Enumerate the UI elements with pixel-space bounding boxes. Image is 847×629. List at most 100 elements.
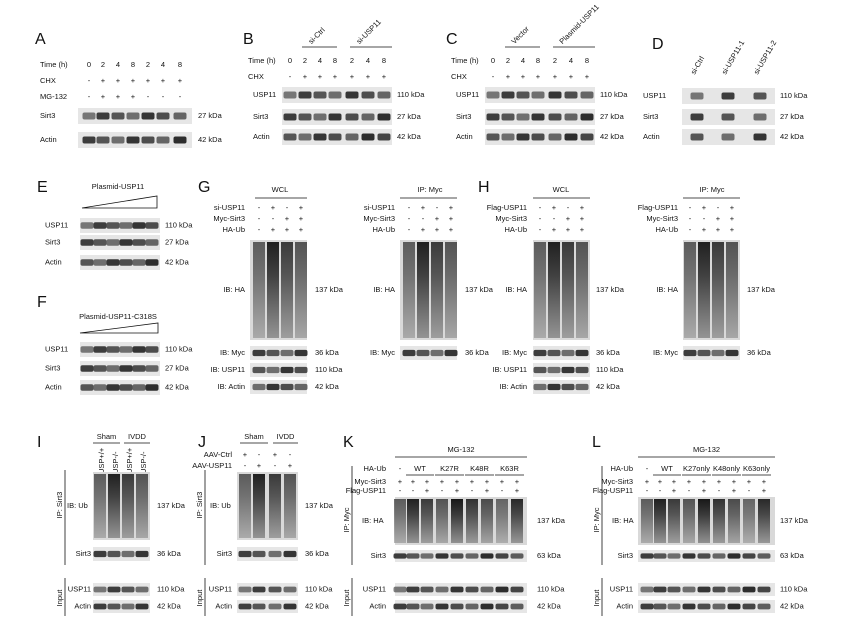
blot-band: [313, 113, 327, 121]
mw-label: 36 kDa: [157, 549, 182, 558]
row-cell: +: [717, 477, 722, 486]
row-cell: +: [161, 76, 166, 85]
row-cell: +: [271, 225, 276, 234]
blot-band: [561, 349, 575, 357]
blot-band: [575, 366, 589, 374]
panel-letter: A: [35, 31, 46, 48]
row-cell: -: [646, 464, 649, 473]
blot-band: [548, 91, 562, 99]
blot-band: [93, 603, 107, 610]
blot-band: [667, 603, 681, 610]
mw-label: 42 kDa: [305, 601, 330, 610]
mw-label: 27 kDa: [780, 112, 805, 121]
blot-band: [465, 553, 479, 559]
mw-label: 110 kDa: [315, 365, 343, 374]
blot-band: [393, 603, 407, 610]
mw-label: 42 kDa: [198, 135, 223, 144]
group-label: si-Ctrl: [306, 25, 326, 45]
side-label: IP: Sirt3: [195, 492, 204, 519]
blot-band: [683, 349, 697, 357]
panel-letter: H: [478, 179, 490, 196]
panel-letter: D: [652, 36, 664, 53]
row-cell: -: [289, 450, 292, 459]
blot-label: IB: HA: [373, 285, 395, 294]
row-cell: -: [408, 225, 411, 234]
blot-smear: [239, 474, 251, 538]
blot-band: [345, 91, 359, 99]
mw-label: 110 kDa: [397, 90, 425, 99]
blot-smear: [481, 499, 493, 543]
blot-band: [548, 133, 562, 141]
blot-band: [82, 136, 96, 144]
blot-band: [377, 113, 391, 121]
blot-band: [377, 133, 391, 141]
group-label: Plasmid-USP11: [557, 2, 600, 45]
blot-band: [132, 346, 146, 353]
mw-label: 42 kDa: [537, 601, 562, 610]
treatment-label: Plasmid-USP11: [92, 182, 144, 191]
row-cell: +: [425, 477, 430, 486]
row-cell: -: [539, 225, 542, 234]
blot-label: Sirt3: [253, 112, 268, 121]
blot-band: [580, 133, 594, 141]
blot-label: Actin: [253, 132, 270, 141]
blot-label: IB: Ub: [67, 501, 88, 510]
row-cell: +: [747, 477, 752, 486]
row-label: Time (h): [248, 56, 276, 65]
blot-smear: [253, 242, 265, 338]
row-cell: +: [449, 225, 454, 234]
blot-smear: [136, 474, 148, 538]
blot-smear: [726, 242, 738, 338]
blot-band: [564, 113, 578, 121]
row-cell: +: [569, 72, 574, 81]
row-cell: +: [101, 92, 106, 101]
row-cell: +: [455, 486, 460, 495]
row-cell: +: [515, 477, 520, 486]
row-cell: -: [258, 203, 261, 212]
panel-letter: K: [343, 434, 354, 451]
row-cell: -: [539, 203, 542, 212]
blot-band: [533, 383, 547, 391]
row-cell: +: [382, 72, 387, 81]
row-cell: -: [471, 486, 474, 495]
blot-label: USP11: [643, 91, 666, 100]
row-label: Time (h): [451, 56, 479, 65]
blot: [237, 583, 298, 596]
blot-band: [361, 113, 375, 121]
group-label: Sham: [244, 432, 264, 441]
row-cell: -: [718, 486, 721, 495]
row-cell: +: [288, 461, 293, 470]
row-cell: -: [399, 486, 402, 495]
treatment-label: Plasmid-USP11-C318S: [79, 312, 157, 321]
row-cell: +: [585, 72, 590, 81]
row-cell: -: [553, 214, 556, 223]
row-label: Flag-USP11: [593, 486, 633, 495]
blot-label: IB: Ub: [210, 501, 231, 510]
side-label: Input: [592, 589, 601, 607]
panel-letter: E: [37, 179, 48, 196]
blot-label: USP11: [456, 90, 479, 99]
blot-label: IB: HA: [362, 516, 384, 525]
row-cell: -: [689, 203, 692, 212]
row-cell: +: [485, 477, 490, 486]
blot-band: [653, 553, 667, 559]
blot-band: [393, 586, 407, 593]
blot-band: [121, 586, 135, 593]
blot-band: [721, 133, 735, 141]
blot-smear: [269, 474, 281, 538]
blot-band: [727, 586, 741, 593]
blot-band: [640, 603, 654, 610]
mw-label: 137 kDa: [305, 501, 334, 510]
blot-band: [80, 384, 94, 391]
blot-band: [416, 349, 430, 357]
blot-band: [238, 586, 252, 593]
row-cell: +: [398, 477, 403, 486]
mw-label: 137 kDa: [157, 501, 186, 510]
row-label: CHX: [248, 72, 264, 81]
row-cell: -: [286, 203, 289, 212]
mw-label: 42 kDa: [600, 132, 625, 141]
row-cell: 2: [350, 56, 354, 65]
blot-band: [173, 136, 187, 144]
row-cell: 8: [585, 56, 589, 65]
row-cell: -: [689, 214, 692, 223]
